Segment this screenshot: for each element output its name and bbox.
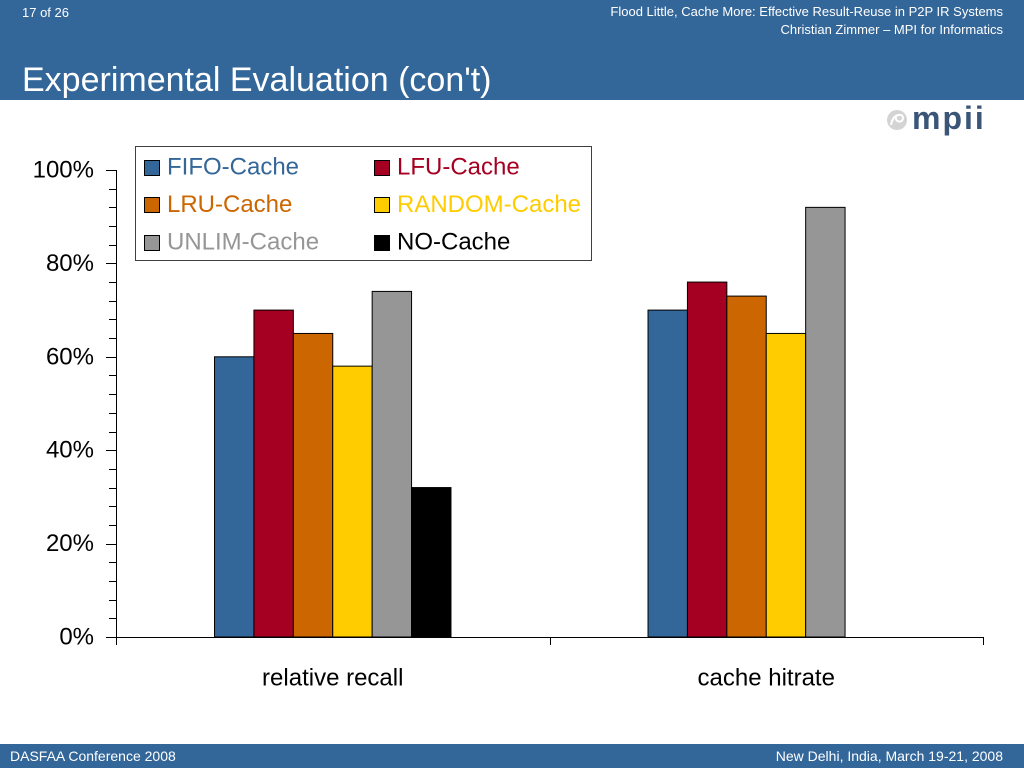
y-tick-label: 40% [46,437,94,464]
bar-unlim-cache-cache-hitrate [805,206,846,638]
y-tick-label: 60% [46,343,94,370]
legend-swatch-unlim-cache [144,235,160,251]
legend-box [135,146,592,261]
legend-swatch-no-cache [374,235,390,251]
legend-swatch-fifo-cache [144,160,160,176]
legend-label-fifo-cache: FIFO-Cache [167,154,299,181]
slide-header: 17 of 26 Flood Little, Cache More: Effec… [0,0,1024,100]
y-tick-label: 80% [46,250,94,277]
y-tick-label: 0% [59,624,94,651]
bar-lru-cache-relative-recall [292,332,334,638]
page-indicator: 17 of 26 [22,5,69,20]
footer-conference: DASFAA Conference 2008 [10,748,176,764]
logo-swirl-icon [890,113,905,126]
legend: FIFO-Cache LFU-Cache LRU-Cache RANDOM-Cache… [135,146,592,261]
bar-random-cache-relative-recall [332,365,373,638]
slide-title: Experimental Evaluation (con't) [22,61,492,99]
bar-chart: 0% 20% 40% 60% 80% 100% relative recall cache h… [33,146,984,692]
legend-swatch-random-cache [374,197,390,213]
legend-label-no-cache: NO-Cache [397,229,510,256]
bar-lru-cache-cache-hitrate [726,295,767,638]
y-tick-label: 20% [46,530,94,557]
bars [214,206,846,638]
footer-location-date: New Delhi, India, March 19-21, 2008 [775,748,1003,764]
bar-fifo-cache-cache-hitrate [647,309,688,638]
bar-lfu-cache-cache-hitrate [686,281,728,638]
legend-label-random-cache: RANDOM-Cache [397,191,581,218]
bar-random-cache-cache-hitrate [765,332,807,638]
legend-label-unlim-cache: UNLIM-Cache [167,229,319,256]
category-label-cache-hitrate: cache hitrate [698,665,835,692]
legend-swatch-lfu-cache [374,160,390,176]
bar-fifo-cache-relative-recall [214,356,255,638]
slide-footer: DASFAA Conference 2008 New Delhi, India,… [0,744,1024,768]
presentation-info: Flood Little, Cache More: Effective Resu… [610,3,1003,39]
legend-label-lru-cache: LRU-Cache [167,191,292,218]
presentation-author: Christian Zimmer – MPI for Informatics [780,22,1004,37]
legend-swatch-lru-cache [144,197,160,213]
y-tick-label: 100% [33,157,94,184]
bar-lfu-cache-relative-recall [253,309,294,638]
presentation-title: Flood Little, Cache More: Effective Resu… [610,4,1003,19]
axes [106,170,984,645]
logo-text: mpii [912,104,986,136]
bar-no-cache-relative-recall [411,487,452,638]
mpii-logo: mpii [884,100,994,138]
bar-unlim-cache-relative-recall [371,290,413,638]
legend-label-lfu-cache: LFU-Cache [397,154,520,181]
category-label-relative-recall: relative recall [262,665,403,692]
